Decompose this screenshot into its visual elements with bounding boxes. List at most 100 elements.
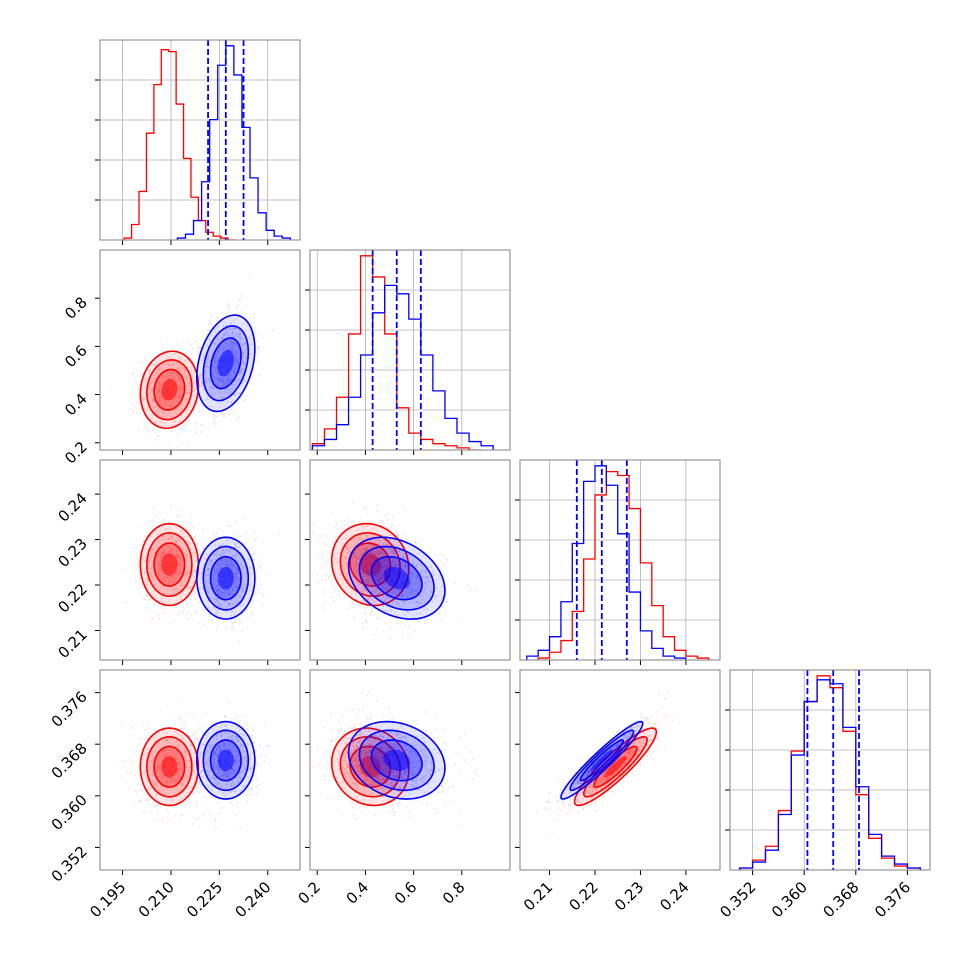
scatter-point — [159, 367, 162, 370]
scatter-point — [217, 571, 220, 574]
scatter-point — [145, 729, 148, 731]
scatter-point — [177, 539, 180, 542]
scatter-point — [381, 581, 383, 584]
scatter-point — [191, 390, 193, 392]
scatter-point — [164, 778, 167, 780]
scatter-point — [205, 587, 207, 589]
scatter-point — [417, 576, 419, 579]
scatter-point — [163, 552, 166, 554]
scatter-point — [204, 557, 207, 560]
scatter-point — [221, 604, 223, 607]
histogram-blue-0 — [176, 45, 291, 240]
scatter-point — [175, 572, 177, 575]
scatter-point — [371, 545, 373, 547]
scatter-point — [232, 335, 235, 337]
scatter-point — [150, 774, 152, 776]
scatter-point — [391, 551, 393, 553]
scatter-point — [196, 786, 199, 789]
scatter-point — [346, 563, 348, 566]
scatter-point — [392, 558, 395, 561]
histogram-blue-1 — [311, 284, 494, 450]
scatter-point — [385, 583, 388, 586]
scatter-point — [360, 550, 363, 553]
scatter-point — [366, 570, 368, 573]
scatter-point — [192, 551, 195, 554]
scatter-point — [347, 578, 350, 581]
scatter-point — [216, 338, 219, 341]
scatter-point — [371, 582, 374, 585]
scatter-point — [221, 558, 223, 561]
scatter-point — [395, 544, 398, 547]
scatter-point — [364, 550, 366, 552]
scatter-point — [161, 572, 164, 574]
scatter-point — [394, 589, 397, 592]
scatter-point — [213, 415, 215, 418]
scatter-point — [384, 583, 386, 585]
scatter-point — [393, 552, 396, 555]
scatter-point — [162, 723, 165, 725]
scatter-point — [240, 615, 243, 618]
scatter-point — [359, 579, 362, 581]
scatter-point — [223, 415, 225, 418]
scatter-point — [234, 573, 237, 576]
scatter-point — [432, 569, 434, 572]
scatter-point — [225, 376, 228, 379]
scatter-point — [224, 331, 227, 334]
scatter-point — [341, 565, 344, 567]
scatter-point — [366, 548, 368, 551]
scatter-point — [373, 549, 376, 552]
scatter-point — [209, 386, 212, 389]
scatter-point — [184, 423, 187, 426]
scatter-point — [392, 588, 395, 591]
scatter-point — [387, 565, 389, 568]
scatter-point — [216, 377, 219, 380]
scatter-point — [236, 546, 238, 548]
scatter-point — [215, 377, 218, 380]
scatter-point — [218, 592, 221, 594]
scatter-point — [175, 552, 178, 555]
scatter-point — [355, 556, 358, 559]
scatter-point — [167, 414, 170, 416]
scatter-point — [220, 594, 223, 596]
scatter-point — [146, 584, 148, 587]
scatter-point — [252, 369, 255, 371]
scatter-point — [184, 780, 187, 783]
scatter-point — [340, 559, 343, 561]
scatter-point — [177, 396, 180, 399]
scatter-point — [147, 766, 150, 769]
scatter-point — [421, 569, 424, 572]
scatter-point — [230, 340, 233, 343]
scatter-point — [206, 356, 209, 359]
scatter-point — [187, 420, 190, 422]
scatter-point — [372, 551, 375, 554]
scatter-point — [379, 562, 382, 565]
scatter-point — [401, 594, 404, 596]
scatter-point — [223, 594, 226, 597]
scatter-point — [387, 539, 390, 541]
scatter-point — [173, 786, 176, 789]
scatter-point — [236, 352, 238, 355]
scatter-point — [161, 575, 164, 578]
scatter-point — [243, 343, 246, 345]
scatter-point — [237, 547, 240, 549]
scatter-point — [418, 552, 421, 555]
scatter-point — [320, 551, 323, 553]
scatter-point — [384, 588, 386, 590]
scatter-point — [220, 378, 222, 381]
scatter-point — [373, 571, 376, 573]
scatter-point — [187, 712, 190, 715]
density-fill — [217, 350, 234, 377]
scatter-point — [192, 371, 195, 374]
scatter-point — [184, 750, 187, 753]
scatter-point — [216, 364, 218, 366]
scatter-point — [223, 413, 226, 416]
scatter-point — [311, 523, 314, 526]
scatter-point — [234, 567, 237, 570]
scatter-point — [214, 545, 217, 547]
scatter-point — [233, 374, 235, 377]
scatter-point — [388, 609, 391, 611]
scatter-point — [186, 612, 188, 615]
scatter-point — [176, 554, 179, 557]
scatter-point — [179, 562, 182, 565]
scatter-point — [229, 592, 232, 595]
